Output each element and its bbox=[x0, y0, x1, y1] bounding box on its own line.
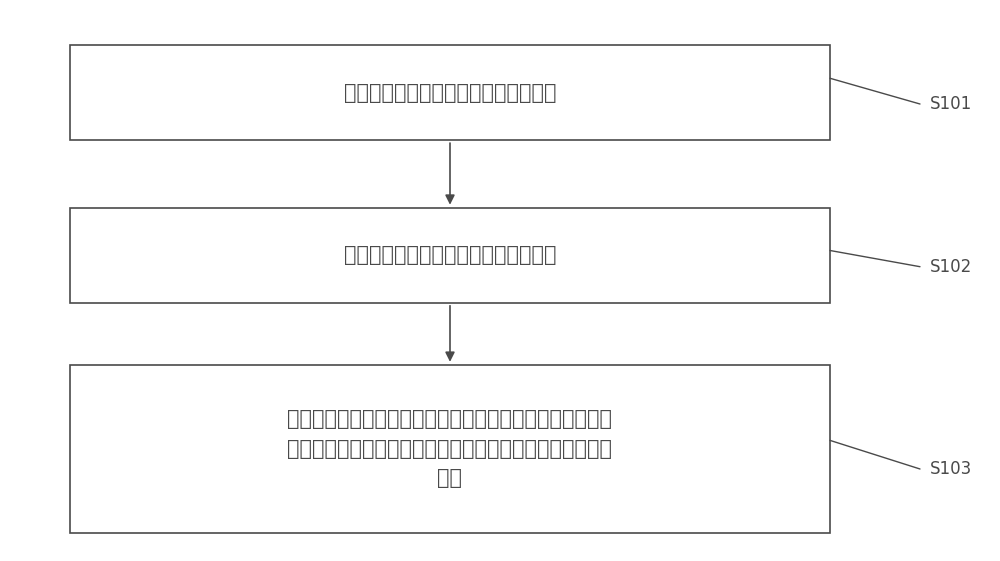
Text: 根据速度数据获取氢燃料电池车的状态: 根据速度数据获取氢燃料电池车的状态 bbox=[344, 245, 556, 265]
Text: 获取氢燃料电池车电量数据和速度数据: 获取氢燃料电池车电量数据和速度数据 bbox=[344, 82, 556, 103]
Text: 根据氢燃料电池车的状态，并结合电量数据计算得到耗电量
数据之后，根据耗电量数据计算得到氢燃料电池车的可续航
里程: 根据氢燃料电池车的状态，并结合电量数据计算得到耗电量 数据之后，根据耗电量数据计… bbox=[288, 409, 612, 489]
Text: S102: S102 bbox=[930, 257, 972, 275]
Bar bbox=[70, 365, 830, 533]
Bar bbox=[70, 208, 830, 303]
Text: S103: S103 bbox=[930, 460, 972, 478]
Text: S101: S101 bbox=[930, 95, 972, 113]
Bar bbox=[70, 45, 830, 140]
